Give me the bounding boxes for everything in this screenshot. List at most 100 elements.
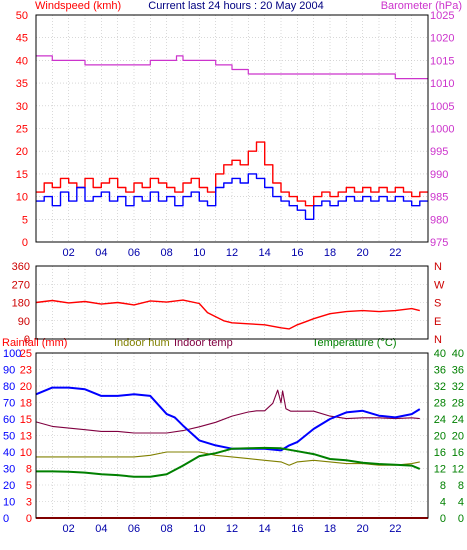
temperature-tick-label: 28 [452,398,464,410]
temperature-tick-label: 36 [452,365,464,377]
temperature-tick-label: 12 [452,464,464,476]
barometer-tick-label: 995 [430,146,448,158]
barometer-tick-label: 975 [430,237,448,249]
windspeed-tick-label: 5 [22,214,28,226]
direction-compass-tick-label: E [434,316,441,328]
windspeed-axis-label: Windspeed (kmh) [35,0,121,12]
humidity-tick-label: 20 [3,480,15,492]
indoor-temperature-line [35,389,420,434]
x-tick-label-bottom: 18 [324,523,336,535]
indoor-temp-tick-label: 40 [434,348,446,360]
indoor-hum-label: Indoor hum [114,337,170,349]
barometer-tick-label: 1020 [430,33,454,45]
x-tick-label-bottom: 12 [226,523,238,535]
windspeed-tick-label: 45 [16,33,28,45]
rainfall-tick-label: 20 [20,381,32,393]
temperature-tick-label: 16 [452,447,464,459]
rainfall-tick-label: 8 [26,464,32,476]
windspeed-tick-label: 50 [16,10,28,22]
indoor-temp-tick-label: 20 [434,431,446,443]
indoor-temp-tick-label: 24 [434,414,446,426]
humidity-tick-label: 70 [3,398,15,410]
barometer-tick-label: 1025 [430,10,454,22]
temperature-tick-label: 32 [452,381,464,393]
rainfall-tick-label: 25 [20,348,32,360]
indoor-temp-tick-label: 4 [440,497,446,509]
rainfall-tick-label: 13 [20,431,32,443]
rainfall-tick-label: 18 [20,398,32,410]
barometer-tick-label: 1010 [430,78,454,90]
indoor-temp-tick-label: 28 [434,398,446,410]
x-tick-label-bottom: 06 [128,523,140,535]
direction-degree-tick-label: 180 [12,298,30,310]
x-tick-label-bottom: 20 [357,523,369,535]
humidity-tick-label: 90 [3,365,15,377]
rainfall-tick-label: 0 [26,513,32,525]
rainfall-tick-label: 3 [26,497,32,509]
x-tick-label-top: 08 [161,247,173,259]
barometer-line [36,55,428,80]
barometer-axis-label: Barometer (hPa) [381,0,462,12]
x-tick-label-bottom: 16 [291,523,303,535]
direction-degree-tick-label: 90 [18,316,30,328]
x-tick-label-bottom: 14 [259,523,271,535]
barometer-tick-label: 1000 [430,124,454,136]
x-tick-label-top: 22 [389,247,401,259]
x-tick-label-bottom: 10 [193,523,205,535]
direction-compass-tick-label: N [434,261,442,273]
x-tick-label-bottom: 22 [389,523,401,535]
humidity-tick-label: 10 [3,497,15,509]
barometer-tick-label: 1005 [430,101,454,113]
windspeed-tick-label: 25 [16,124,28,136]
chart-panels: 0510152025303540455097598098599099510001… [3,10,464,535]
x-tick-label-bottom: 08 [161,523,173,535]
x-tick-label-top: 06 [128,247,140,259]
temperature-tick-label: 24 [452,414,464,426]
windspeed-tick-label: 30 [16,101,28,113]
humidity-tick-label: 30 [3,464,15,476]
x-tick-label-bottom: 04 [95,523,107,535]
humidity-tick-label: 60 [3,414,15,426]
temperature-tick-label: 8 [458,480,464,492]
rainfall-tick-label: 10 [20,447,32,459]
windspeed-line [36,173,428,220]
indoor-humidity-line [36,451,420,466]
windspeed-tick-label: 10 [16,192,28,204]
barometer-tick-label: 1015 [430,55,454,67]
barometer-tick-label: 980 [430,214,448,226]
windspeed-tick-label: 15 [16,169,28,181]
temperature-tick-label: 40 [452,348,464,360]
windspeed-tick-label: 40 [16,55,28,67]
wind-direction-line [35,299,420,330]
humidity-tick-label: 100 [3,348,21,360]
temperature-tick-label: 4 [458,497,464,509]
chart-title: Current last 24 hours : 20 May 2004 [148,0,323,12]
indoor-temp-tick-label: 16 [434,447,446,459]
rainfall-tick-label: 15 [20,414,32,426]
windspeed-tick-label: 35 [16,78,28,90]
temperature-axis-label: Temperature (°C) [312,337,396,349]
climate-panel-frame [35,352,429,519]
x-tick-label-top: 04 [95,247,107,259]
barometer-tick-label: 990 [430,169,448,181]
rainfall-tick-label: 5 [26,480,32,492]
indoor-temp-tick-label: 0 [440,513,446,525]
indoor-temp-tick-label: 36 [434,365,446,377]
x-tick-label-top: 14 [259,247,271,259]
x-tick-label-top: 10 [193,247,205,259]
temperature-line [36,446,421,478]
rainfall-axis-label: Rainfall (mm) [2,337,67,349]
direction-panel-frame [35,265,429,340]
wind-panel-frame [35,14,429,243]
indoor-temp-tick-label: 32 [434,381,446,393]
temperature-tick-label: 0 [458,513,464,525]
indoor-temp-tick-label: 8 [440,480,446,492]
x-tick-label-top: 02 [63,247,75,259]
direction-compass-tick-label: W [434,279,445,291]
direction-degree-tick-label: 270 [12,279,30,291]
direction-degree-tick-label: 0 [24,334,30,346]
wind-gust-line [36,141,428,207]
